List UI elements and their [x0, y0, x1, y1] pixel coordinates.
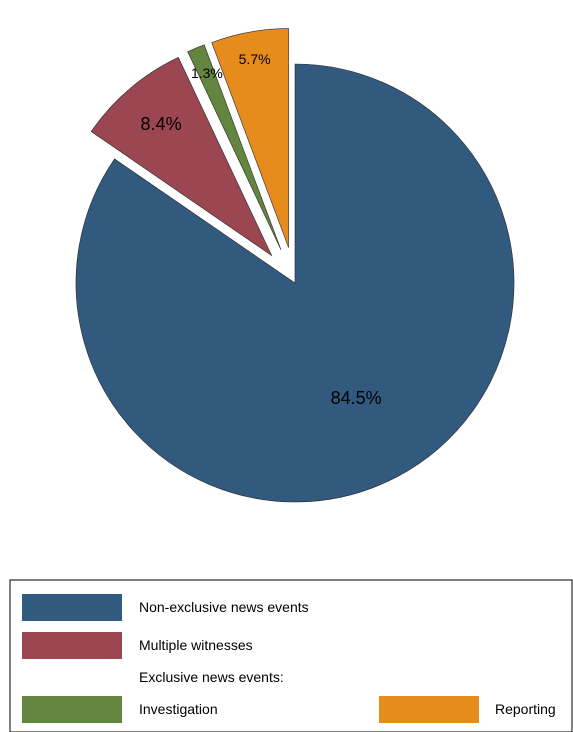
pie-slice-reporting: [211, 28, 289, 248]
pie-label-multiple-witnesses: 8.4%: [141, 114, 182, 134]
legend-swatch-multiple-witnesses: [22, 632, 122, 659]
pie-slices: [75, 28, 515, 503]
legend-label-non-exclusive: Non-exclusive news events: [139, 599, 309, 615]
legend-group-heading-exclusive: Exclusive news events:: [139, 669, 284, 685]
legend-swatch-reporting: [379, 696, 479, 723]
legend: Non-exclusive news events Multiple witne…: [9, 579, 573, 732]
legend-label-investigation: Investigation: [139, 701, 218, 717]
pie-slice-multiple-witnesses: [90, 57, 273, 257]
pie-label-investigation: 1.3%: [191, 65, 223, 81]
pie-label-reporting: 5.7%: [239, 51, 271, 67]
legend-swatch-investigation: [22, 696, 122, 723]
legend-label-reporting: Reporting: [495, 701, 556, 717]
pie-labels: 84.5% 8.4% 1.3% 5.7%: [141, 51, 382, 408]
legend-label-multiple-witnesses: Multiple witnesses: [139, 637, 253, 653]
legend-swatch-non-exclusive: [22, 594, 122, 621]
pie-slice-non-exclusive-news-events: [75, 63, 515, 503]
pie-slice-investigation: [187, 44, 282, 250]
pie-label-non-exclusive-news-events: 84.5%: [331, 388, 382, 408]
